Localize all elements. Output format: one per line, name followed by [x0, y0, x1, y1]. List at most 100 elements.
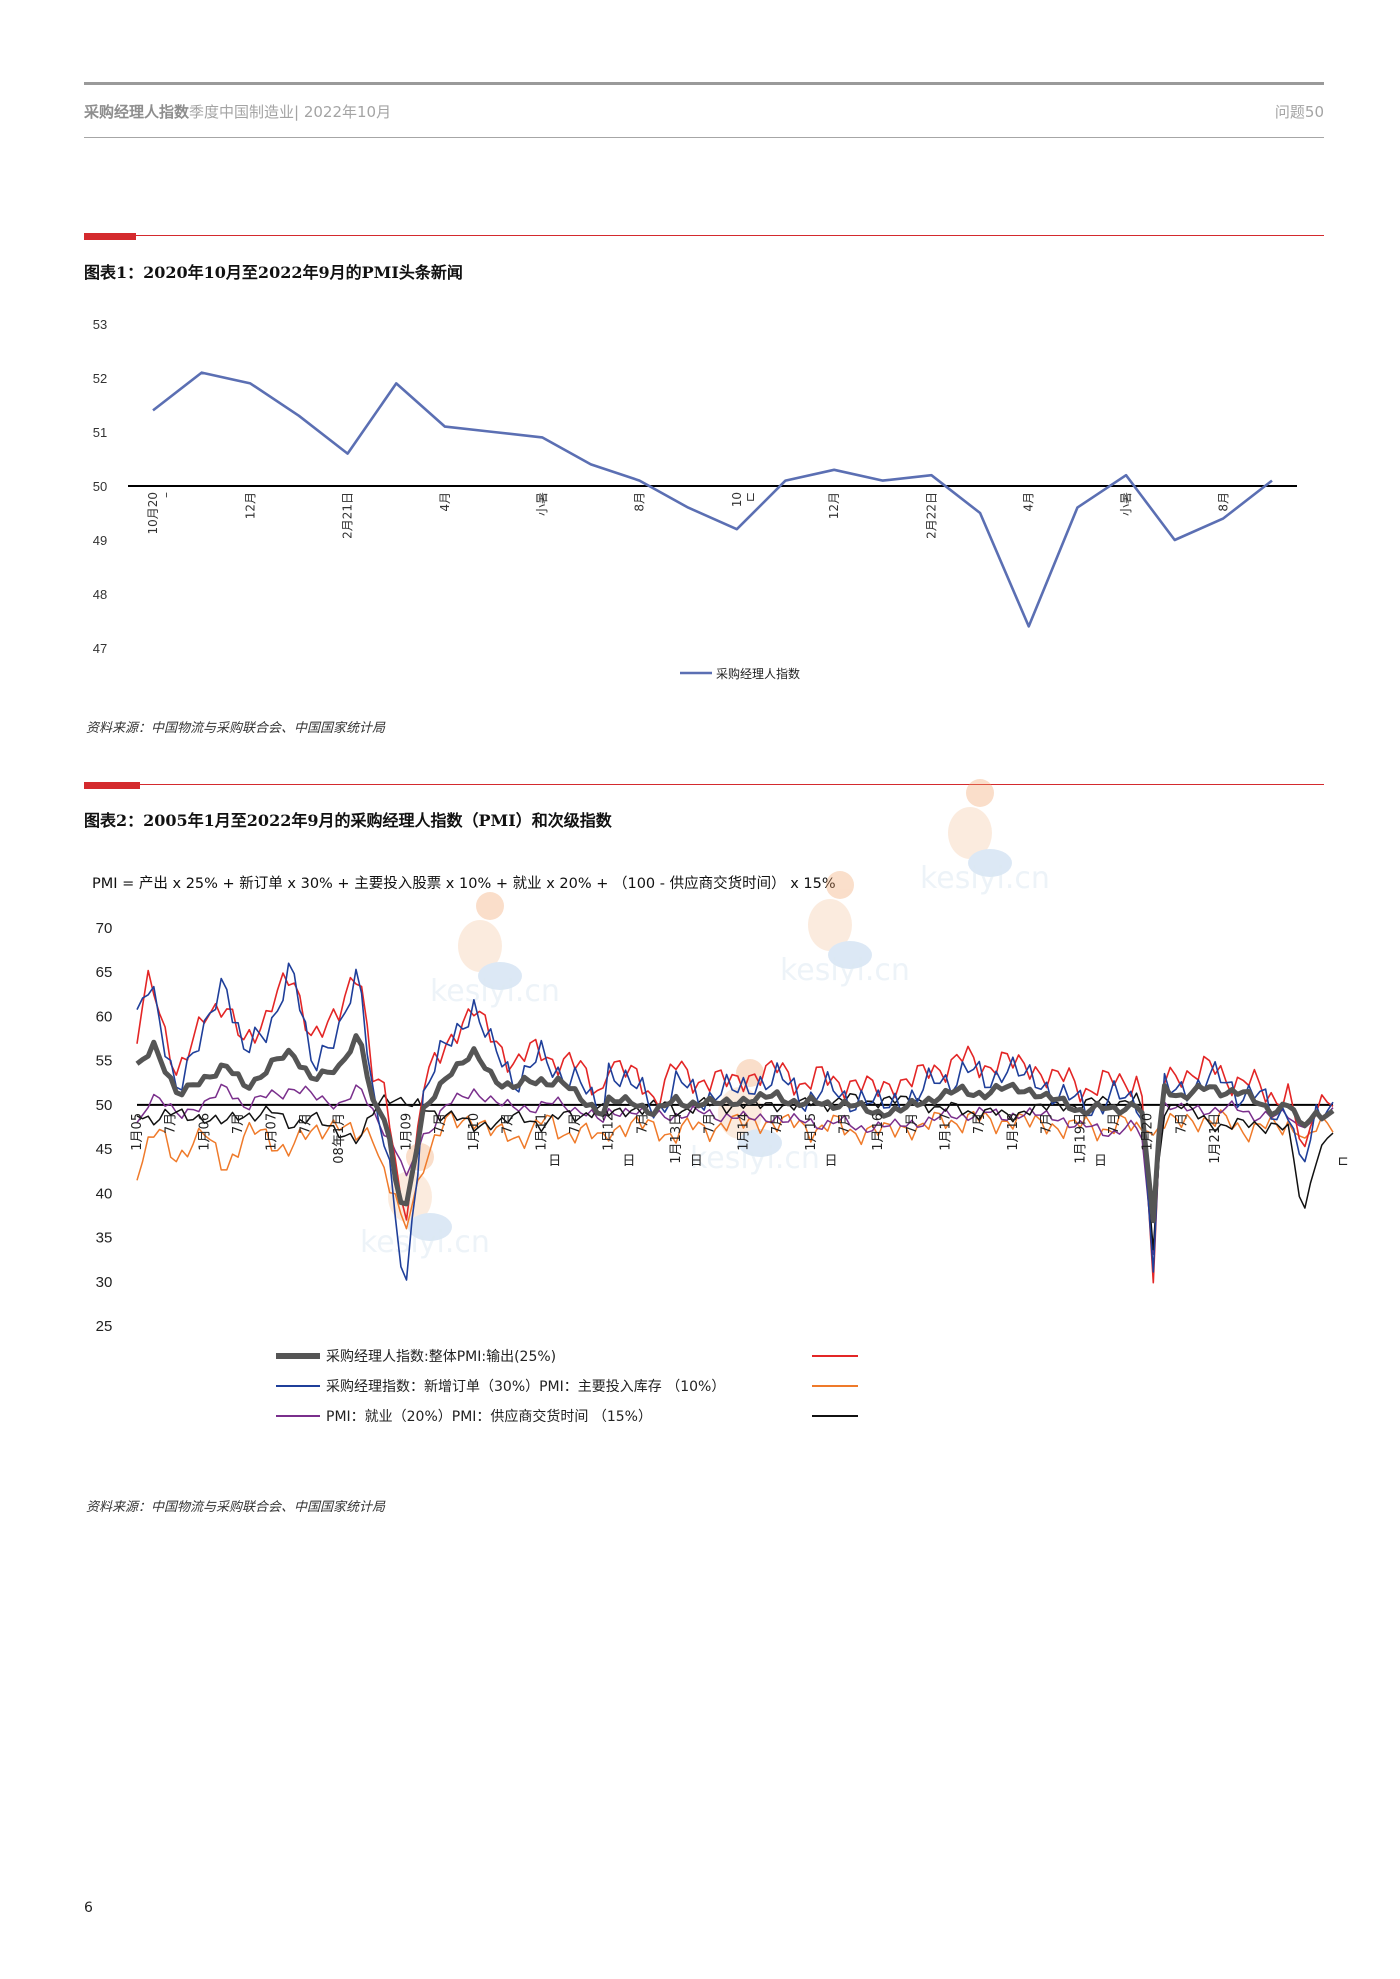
- x-year-label: 1月15: [804, 1113, 819, 1151]
- x-midyear-label: 7月: [164, 1113, 179, 1134]
- x-category-label: 小暑: [535, 492, 549, 516]
- watermark-legs-icon: [828, 941, 872, 969]
- x-stub-label: 日: [690, 1154, 703, 1169]
- x-midyear-label: 7月: [635, 1113, 650, 1134]
- x-year-label: 1月05: [130, 1113, 145, 1151]
- y-tick-label: 25: [96, 1318, 113, 1335]
- figure1-source: 资料来源：中国物流与采购联合会、中国国家统计局: [86, 721, 386, 736]
- issue-number: 问题50: [1274, 103, 1324, 121]
- series-line-4: [136, 1109, 1334, 1230]
- pmi-formula: PMI = 产出 x 25% + 新订单 x 30% + 主要投入股票 x 10…: [92, 876, 836, 892]
- y-tick-label: 40: [96, 1185, 113, 1202]
- pmi-series-line: [152, 371, 1273, 628]
- x-category-label: 10月20–: [146, 492, 173, 535]
- x-year-label: 1月13日: [669, 1113, 684, 1164]
- x-year-label: 1月20: [1141, 1113, 1156, 1151]
- x-year-label: 1月07: [265, 1113, 280, 1151]
- x-midyear-label: 7月: [1107, 1113, 1122, 1134]
- x-year-label: 1月14: [736, 1113, 751, 1151]
- figure2-source: 资料来源：中国物流与采购联合会、中国国家统计局: [86, 1500, 386, 1515]
- watermark-head-icon: [826, 871, 854, 899]
- x-year-label: 1月12: [602, 1113, 617, 1151]
- y-tick-label: 49: [93, 533, 107, 548]
- legend-label: 采购经理人指数: [716, 666, 800, 681]
- watermark-logo: kesiyi.cn: [780, 871, 910, 988]
- watermark-body-icon: [458, 920, 502, 972]
- y-tick-label: 70: [96, 920, 113, 937]
- watermark-text: kesiyi.cn: [430, 974, 560, 1009]
- watermark-logo: kesiyi.cn: [360, 1143, 490, 1260]
- watermark-text: kesiyi.cn: [920, 861, 1050, 896]
- x-category-label: 4月: [1022, 492, 1036, 512]
- x-category-label: 小暑: [1119, 492, 1133, 516]
- y-tick-label: 45: [96, 1141, 113, 1158]
- x-midyear-label: 7月: [703, 1113, 718, 1134]
- x-midyear-label: 7月: [568, 1113, 583, 1134]
- x-midyear-label: 7月: [770, 1113, 785, 1134]
- watermark-text: kesiyi.cn: [780, 953, 910, 988]
- page-number: 6: [84, 1900, 93, 1916]
- series-line-3: [136, 962, 1334, 1281]
- watermark-legs-icon: [478, 962, 522, 990]
- x-year-label: 1月10: [467, 1113, 482, 1151]
- y-tick-label: 35: [96, 1230, 113, 1247]
- y-tick-label: 51: [93, 425, 107, 440]
- y-tick-label: 55: [96, 1053, 113, 1070]
- x-midyear-label: 7月: [298, 1113, 313, 1134]
- figure2-red-tab: [84, 782, 140, 789]
- x-stub-label: ⊏: [1338, 1154, 1349, 1169]
- series-line-5: [136, 1083, 1334, 1256]
- watermark-legs-icon: [408, 1213, 452, 1241]
- x-category-label: 8月: [1216, 492, 1230, 512]
- legend-label: 采购经理指数：新增订单（30%）PMI：主要投入库存 （10%）: [326, 1379, 725, 1395]
- watermark-text: kesiyi.cn: [690, 1141, 820, 1176]
- x-year-label: 08年1月: [332, 1113, 347, 1164]
- figure1-title: 图表1：2020年10月至2022年9月的PMI头条新闻: [84, 263, 463, 282]
- y-tick-label: 60: [96, 1008, 113, 1025]
- x-midyear-label: 7月: [837, 1113, 852, 1134]
- x-midyear-label: 7月: [905, 1113, 920, 1134]
- header-title-rest: 季度中国制造业| 2022年10月: [189, 103, 392, 121]
- x-category-label: 4月: [438, 492, 452, 512]
- x-year-label: 1月16: [871, 1113, 886, 1151]
- watermark-body-icon: [808, 899, 852, 951]
- x-midyear-label: 7月: [501, 1113, 516, 1134]
- figure2-red-rule: [140, 784, 1324, 785]
- figure2-title: 图表2：2005年1月至2022年9月的采购经理人指数（PMI）和次级指数: [84, 811, 612, 830]
- x-category-label: 2月22日: [924, 492, 938, 539]
- x-category-label: 12月: [827, 492, 841, 519]
- x-midyear-label: 7月: [433, 1113, 448, 1134]
- top-rule: [84, 82, 1324, 85]
- x-year-label: 1月19日: [1073, 1113, 1088, 1164]
- watermark-legs-icon: [738, 1129, 782, 1157]
- x-category-label: 8月: [633, 492, 647, 512]
- watermark-head-icon: [966, 779, 994, 807]
- legend-label: 采购经理人指数:整体PMI:输出(25%): [326, 1349, 556, 1365]
- header-title-strong: 采购经理人指数: [84, 103, 190, 121]
- watermark-logo: kesiyi.cn: [430, 892, 560, 1009]
- watermark-logo: kesiyi.cn: [920, 779, 1050, 896]
- watermark-body-icon: [948, 807, 992, 859]
- x-year-label: 1月06: [197, 1113, 212, 1151]
- series-line-1: [135, 1033, 1335, 1224]
- y-tick-label: 50: [96, 1097, 113, 1114]
- x-year-label: 1月09: [400, 1113, 415, 1151]
- y-tick-label: 48: [93, 587, 107, 602]
- figure1-red-tab: [84, 233, 136, 240]
- figure1-red-rule: [136, 235, 1324, 236]
- x-midyear-label: 7月: [231, 1113, 246, 1134]
- report-header-title: 采购经理人指数季度中国制造业| 2022年10月: [84, 101, 391, 122]
- watermark-legs-icon: [968, 849, 1012, 877]
- x-stub-label: 日: [548, 1154, 561, 1169]
- y-tick-label: 47: [93, 641, 107, 656]
- y-tick-label: 50: [93, 479, 107, 494]
- x-stub-label: 日: [622, 1154, 635, 1169]
- x-midyear-label: 7月: [1040, 1113, 1055, 1134]
- x-year-label: 1月21日: [1208, 1113, 1223, 1164]
- x-category-label: 12月: [243, 492, 257, 519]
- x-year-label: 1月11: [534, 1113, 549, 1151]
- y-tick-label: 52: [93, 371, 107, 386]
- x-year-label: 1月18: [1006, 1113, 1021, 1151]
